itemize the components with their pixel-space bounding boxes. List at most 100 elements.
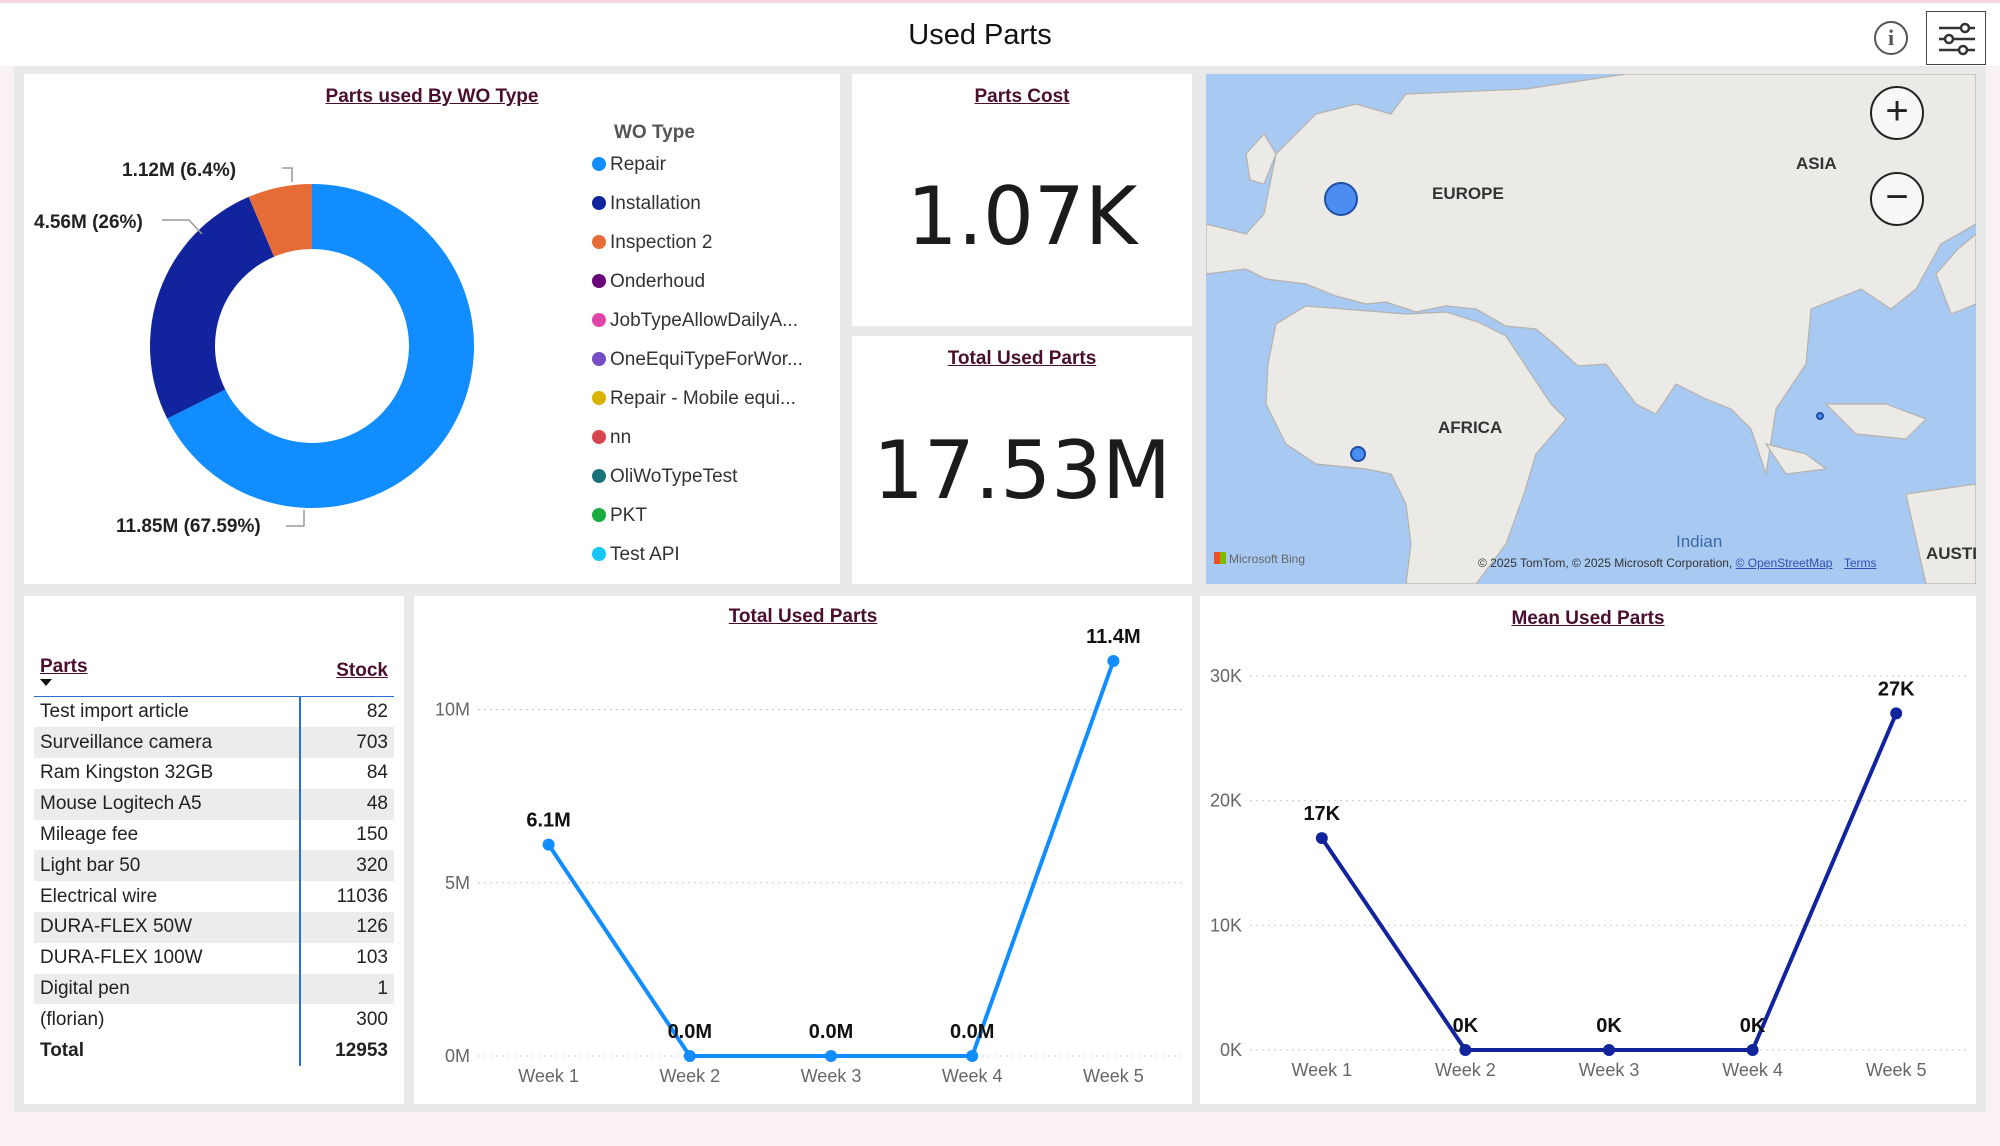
map-marker-atlantic[interactable]	[1350, 446, 1366, 462]
total-used-parts-card[interactable]: Total Used Parts 17.53M	[852, 336, 1192, 584]
data-point	[1107, 655, 1120, 667]
map-attribution: © 2025 TomTom, © 2025 Microsoft Corporat…	[1478, 556, 1877, 570]
part-name: Electrical wire	[40, 885, 158, 907]
total-used-parts-line-chart: 0M 5M 10M 6.1M Week 1 0.0M Week 2 0.0M Week 3 0.0…	[435, 626, 1184, 1086]
donut-label-installation: 4.56M (26%)	[34, 212, 143, 233]
legend-item[interactable]: nn	[592, 427, 631, 449]
parts-table-card[interactable]: Parts Stock Test import article 82 Surveil…	[24, 596, 404, 1104]
legend-item[interactable]: Installation	[592, 193, 701, 215]
mean-used-parts-line-card[interactable]: Mean Used Parts 0K 10K 20K 30K 17K Week 1 0K We…	[1200, 596, 1976, 1104]
map-label-austr: AUSTI	[1926, 544, 1976, 563]
windows-logo-icon	[1214, 552, 1226, 564]
x-tick-label: Week 1	[518, 1066, 579, 1086]
data-label: 0K	[1453, 1015, 1479, 1037]
total-used-parts-title: Total Used Parts	[947, 348, 1097, 369]
report-header: Used Parts i	[0, 0, 2000, 66]
osm-link[interactable]: © OpenStreetMap	[1735, 556, 1833, 570]
table-row[interactable]: Mouse Logitech A5 48	[34, 788, 394, 820]
x-tick-label: Week 4	[1722, 1060, 1783, 1080]
legend-dot-icon	[592, 352, 606, 366]
table-row[interactable]: DURA-FLEX 100W 103	[34, 942, 394, 974]
line1-title: Total Used Parts	[728, 606, 878, 627]
legend-item[interactable]: Repair	[592, 154, 666, 176]
legend-dot-icon	[592, 469, 606, 483]
legend-item[interactable]: OneEquiTypeForWor...	[592, 349, 803, 371]
bing-brand: Microsoft Bing	[1229, 552, 1306, 566]
legend-item[interactable]: JobTypeAllowDailyA...	[592, 310, 798, 332]
total-used-parts-line-card[interactable]: Total Used Parts 0M 5M 10M 6.1M Week 1 0.0M We…	[414, 596, 1192, 1104]
table-row[interactable]: (florian) 300	[34, 1004, 394, 1036]
legend-label: nn	[610, 427, 632, 448]
table-row[interactable]: Electrical wire 11036	[34, 881, 394, 913]
donut-slice-installation	[150, 196, 275, 419]
donut-chart-card[interactable]: Parts used By WO Type 1.12M (6.4%) 4.56M…	[24, 74, 840, 584]
leader-line	[286, 510, 305, 527]
stock-column-header[interactable]: Stock	[299, 652, 394, 697]
data-label: 0.0M	[950, 1021, 994, 1043]
x-tick-label: Week 4	[942, 1066, 1003, 1086]
x-tick-label: Week 5	[1083, 1066, 1144, 1086]
y-tick-label: 20K	[1210, 791, 1242, 811]
legend-item[interactable]: Onderhoud	[592, 271, 705, 293]
parts-column-header[interactable]: Parts	[34, 652, 300, 697]
map-label-asia: ASIA	[1796, 154, 1837, 173]
part-stock: 703	[298, 727, 394, 759]
legend-dot-icon	[592, 274, 606, 288]
attribution-text: © 2025 TomTom, © 2025 Microsoft Corporat…	[1478, 556, 1733, 570]
part-stock: 11036	[298, 881, 394, 913]
part-stock: 1	[298, 973, 394, 1005]
donut-slice-repair	[167, 184, 474, 508]
terms-link[interactable]: Terms	[1843, 556, 1877, 570]
series-line	[546, 660, 1116, 1058]
legend-item[interactable]: OliWoTypeTest	[592, 466, 737, 488]
y-tick-label: 0K	[1220, 1040, 1242, 1060]
table-row[interactable]: Light bar 50 320	[34, 850, 394, 882]
legend-label: Test API	[610, 544, 680, 565]
zoom-in-button[interactable]: +	[1870, 86, 1924, 140]
legend-label: Onderhoud	[610, 271, 706, 292]
data-label: 0K	[1596, 1015, 1622, 1037]
part-stock: 82	[298, 696, 394, 728]
zoom-out-button[interactable]: −	[1870, 172, 1924, 226]
legend-label: Repair - Mobile equi...	[610, 388, 796, 409]
data-point	[683, 1050, 696, 1062]
x-tick-label: Week 3	[801, 1066, 862, 1086]
line2-title: Mean Used Parts	[1511, 608, 1665, 629]
data-point	[1890, 707, 1903, 720]
map-visual[interactable]: EUROPE ASIA AFRICA Indian AUSTI + − Micr…	[1206, 74, 1976, 584]
info-icon[interactable]: i	[1874, 21, 1908, 55]
table-row[interactable]: Ram Kingston 32GB 84	[34, 758, 394, 789]
legend-item[interactable]: PKT	[592, 505, 647, 527]
legend-item[interactable]: Test API	[592, 544, 680, 566]
map-land	[1206, 74, 1976, 584]
legend-dot-icon	[592, 157, 606, 171]
table-row[interactable]: DURA-FLEX 50W 126	[34, 912, 394, 943]
data-label: 0.0M	[809, 1021, 853, 1043]
data-label: 27K	[1878, 678, 1915, 700]
table-row[interactable]: Test import article 82	[34, 696, 394, 728]
data-point	[1459, 1044, 1472, 1056]
legend-item[interactable]: Repair - Mobile equi...	[592, 388, 796, 410]
data-point	[1746, 1044, 1759, 1056]
part-stock: 48	[298, 788, 394, 820]
total-used-parts-value: 17.53M	[872, 424, 1172, 517]
parts-cost-title: Parts Cost	[974, 86, 1070, 107]
data-label: 11.4M	[1086, 626, 1140, 648]
legend-label: Repair	[610, 154, 666, 175]
filter-sliders-icon[interactable]	[1926, 11, 1986, 65]
part-name: Test import article	[40, 701, 189, 723]
part-name: Mouse Logitech A5	[34, 788, 300, 820]
map-marker-europe[interactable]	[1324, 182, 1358, 216]
leader-line	[282, 167, 293, 182]
part-name: DURA-FLEX 50W	[34, 912, 300, 943]
table-row[interactable]: Surveillance camera 703	[34, 727, 394, 759]
y-tick-label: 5M	[445, 873, 470, 893]
map-marker-asia[interactable]	[1816, 412, 1824, 420]
legend-item[interactable]: Inspection 2	[592, 232, 712, 254]
parts-cost-card[interactable]: Parts Cost 1.07K	[852, 74, 1192, 326]
table-row[interactable]: Mileage fee 150	[34, 819, 394, 851]
legend-dot-icon	[592, 235, 606, 249]
page-title: Used Parts	[908, 19, 1052, 51]
data-label: 0.0M	[668, 1021, 712, 1043]
table-row[interactable]: Digital pen 1	[34, 973, 394, 1005]
